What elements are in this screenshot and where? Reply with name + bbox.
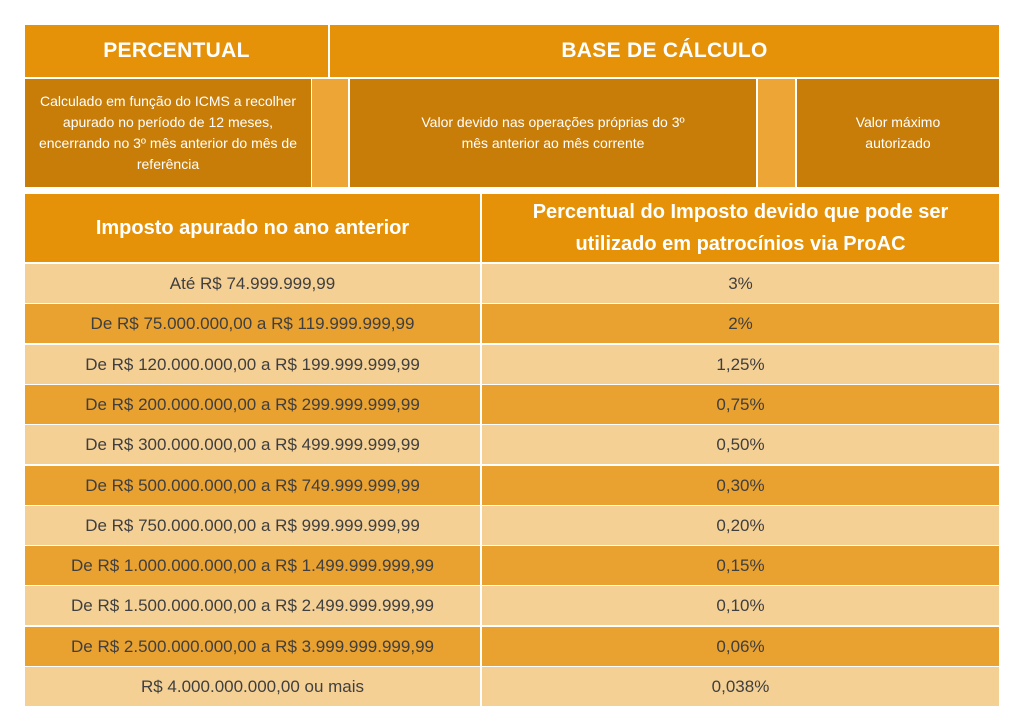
column-header-imposto: Imposto apurado no ano anterior <box>25 194 480 262</box>
tax-range-cell: De R$ 1.000.000.000,00 a R$ 1.499.999.99… <box>25 546 480 585</box>
base-calculo-header: BASE DE CÁLCULO <box>330 25 999 77</box>
percent-cell: 0,30% <box>482 466 999 505</box>
percentual-header: PERCENTUAL <box>25 25 328 77</box>
base-description: Valor devido nas operações próprias do 3… <box>350 79 756 187</box>
percentual-description: Calculado em função do ICMS a recolher a… <box>25 79 311 187</box>
percent-cell: 1,25% <box>482 345 999 384</box>
max-description: Valor máximo autorizado <box>797 79 999 187</box>
tax-range-cell: De R$ 75.000.000,00 a R$ 119.999.999,99 <box>25 304 480 343</box>
tax-range-cell: Até R$ 74.999.999,99 <box>25 264 480 303</box>
percent-cell: 0,20% <box>482 506 999 545</box>
percent-cell: 0,15% <box>482 546 999 585</box>
tax-range-cell: De R$ 300.000.000,00 a R$ 499.999.999,99 <box>25 425 480 464</box>
percent-cell: 3% <box>482 264 999 303</box>
spacer-strip <box>312 79 348 187</box>
percent-cell: 0,50% <box>482 425 999 464</box>
percent-cell: 0,10% <box>482 586 999 625</box>
percent-cell: 2% <box>482 304 999 343</box>
percent-cell: 0,75% <box>482 385 999 424</box>
tax-range-cell: R$ 4.000.000.000,00 ou mais <box>25 667 480 706</box>
tax-range-cell: De R$ 120.000.000,00 a R$ 199.999.999,99 <box>25 345 480 384</box>
percent-cell: 0,038% <box>482 667 999 706</box>
tax-range-cell: De R$ 750.000.000,00 a R$ 999.999.999,99 <box>25 506 480 545</box>
tax-range-cell: De R$ 1.500.000.000,00 a R$ 2.499.999.99… <box>25 586 480 625</box>
spacer-strip <box>758 79 795 187</box>
tax-range-cell: De R$ 200.000.000,00 a R$ 299.999.999,99 <box>25 385 480 424</box>
tax-range-cell: De R$ 500.000.000,00 a R$ 749.999.999,99 <box>25 466 480 505</box>
column-header-percentual: Percentual do Imposto devido que pode se… <box>482 194 999 262</box>
percent-cell: 0,06% <box>482 627 999 666</box>
tax-range-cell: De R$ 2.500.000.000,00 a R$ 3.999.999.99… <box>25 627 480 666</box>
